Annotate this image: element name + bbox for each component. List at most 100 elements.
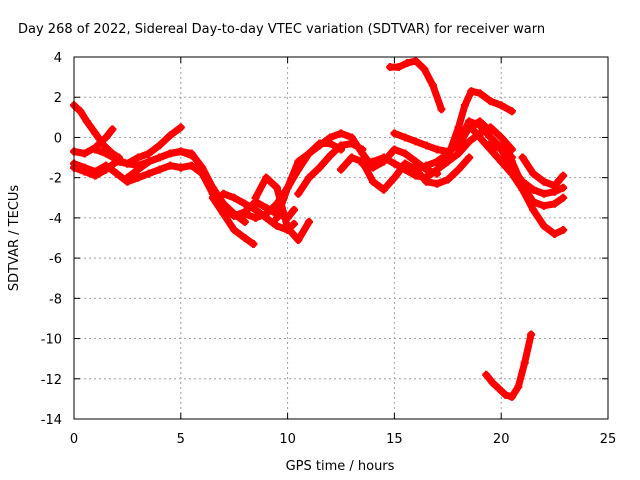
data-point [230,225,239,234]
data-point [460,101,469,110]
data-point [134,165,143,174]
data-point [467,87,476,96]
data-point [166,131,175,140]
data-point [337,129,345,138]
data-point [102,165,111,174]
data-point [80,149,89,158]
data-point [550,199,559,208]
data-point [294,189,303,198]
data-point [529,185,538,194]
data-point [475,89,484,98]
series-track [123,148,249,226]
data-point [401,133,410,142]
data-point [411,157,420,166]
data-point [529,197,538,206]
data-point [520,358,529,367]
data-point [272,213,281,222]
data-point [230,193,239,202]
plot-frame [73,56,609,420]
data-point [411,165,420,174]
data-point [315,163,324,172]
series-track-8 [208,193,258,249]
data-point [539,201,548,210]
data-point [401,149,410,158]
data-point [529,205,538,214]
data-point [420,65,429,74]
data-point [550,229,559,238]
data-point [358,159,367,168]
data-point [155,141,164,150]
data-point [529,169,538,178]
data-point [91,145,100,154]
data-point [251,205,260,214]
data-point [230,211,239,220]
data-point [507,145,516,154]
data-point [272,183,281,192]
data-point [507,107,516,116]
data-point [559,183,568,192]
data-point [108,125,117,134]
data-point [176,163,185,172]
data-point [465,121,474,130]
data-point [443,153,452,162]
data-point [422,173,431,182]
data-point [326,133,335,142]
x-axis-label: GPS time / hours [286,459,395,474]
data-point [240,217,249,226]
series-track-23 [518,153,568,190]
data-point [76,107,85,116]
data-point [379,153,388,162]
data-point [369,177,378,186]
data-point [475,133,484,142]
data-point [304,173,313,182]
data-point [251,193,260,202]
data-point [559,193,568,202]
x-tick-label: 20 [493,432,510,447]
data-point [390,159,399,168]
x-tick-label: 25 [600,432,617,447]
data-point [527,330,536,339]
data-point [501,390,510,399]
data-point [249,240,258,249]
data-point [347,153,356,162]
data-point [433,145,442,154]
data-point [80,167,89,176]
y-tick-label: -14 [41,413,62,428]
data-point [422,161,431,170]
data-point [272,221,281,230]
data-point [187,161,196,170]
data-point [358,145,367,154]
series-layer [70,57,568,401]
data-point [475,121,484,130]
series-track [412,117,516,174]
data-point [428,81,437,90]
y-axis-label: SDTVAR / TECUs [7,185,22,292]
data-point [488,378,497,387]
data-point [454,123,463,132]
data-point [326,151,335,160]
data-point [337,165,345,174]
data-point [144,169,153,178]
data-point [539,189,548,198]
data-point [507,157,516,166]
data-point [134,173,143,182]
data-point [411,57,420,66]
data-point [465,137,474,146]
data-point [112,155,121,164]
data-point [240,234,249,242]
data-point [240,209,249,218]
data-point [433,165,442,174]
y-tick-label: 0 [54,131,62,146]
x-tick-label: 5 [177,432,185,447]
data-point [304,149,313,158]
data-point [482,370,491,379]
data-point [390,145,399,154]
data-point [219,209,228,218]
data-point [315,141,324,150]
data-point [486,139,495,148]
data-point [219,189,228,198]
data-point [102,133,111,142]
data-point [283,223,292,232]
data-point [144,149,153,158]
